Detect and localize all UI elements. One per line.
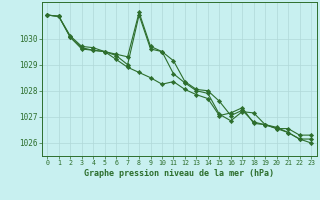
X-axis label: Graphe pression niveau de la mer (hPa): Graphe pression niveau de la mer (hPa) [84, 169, 274, 178]
